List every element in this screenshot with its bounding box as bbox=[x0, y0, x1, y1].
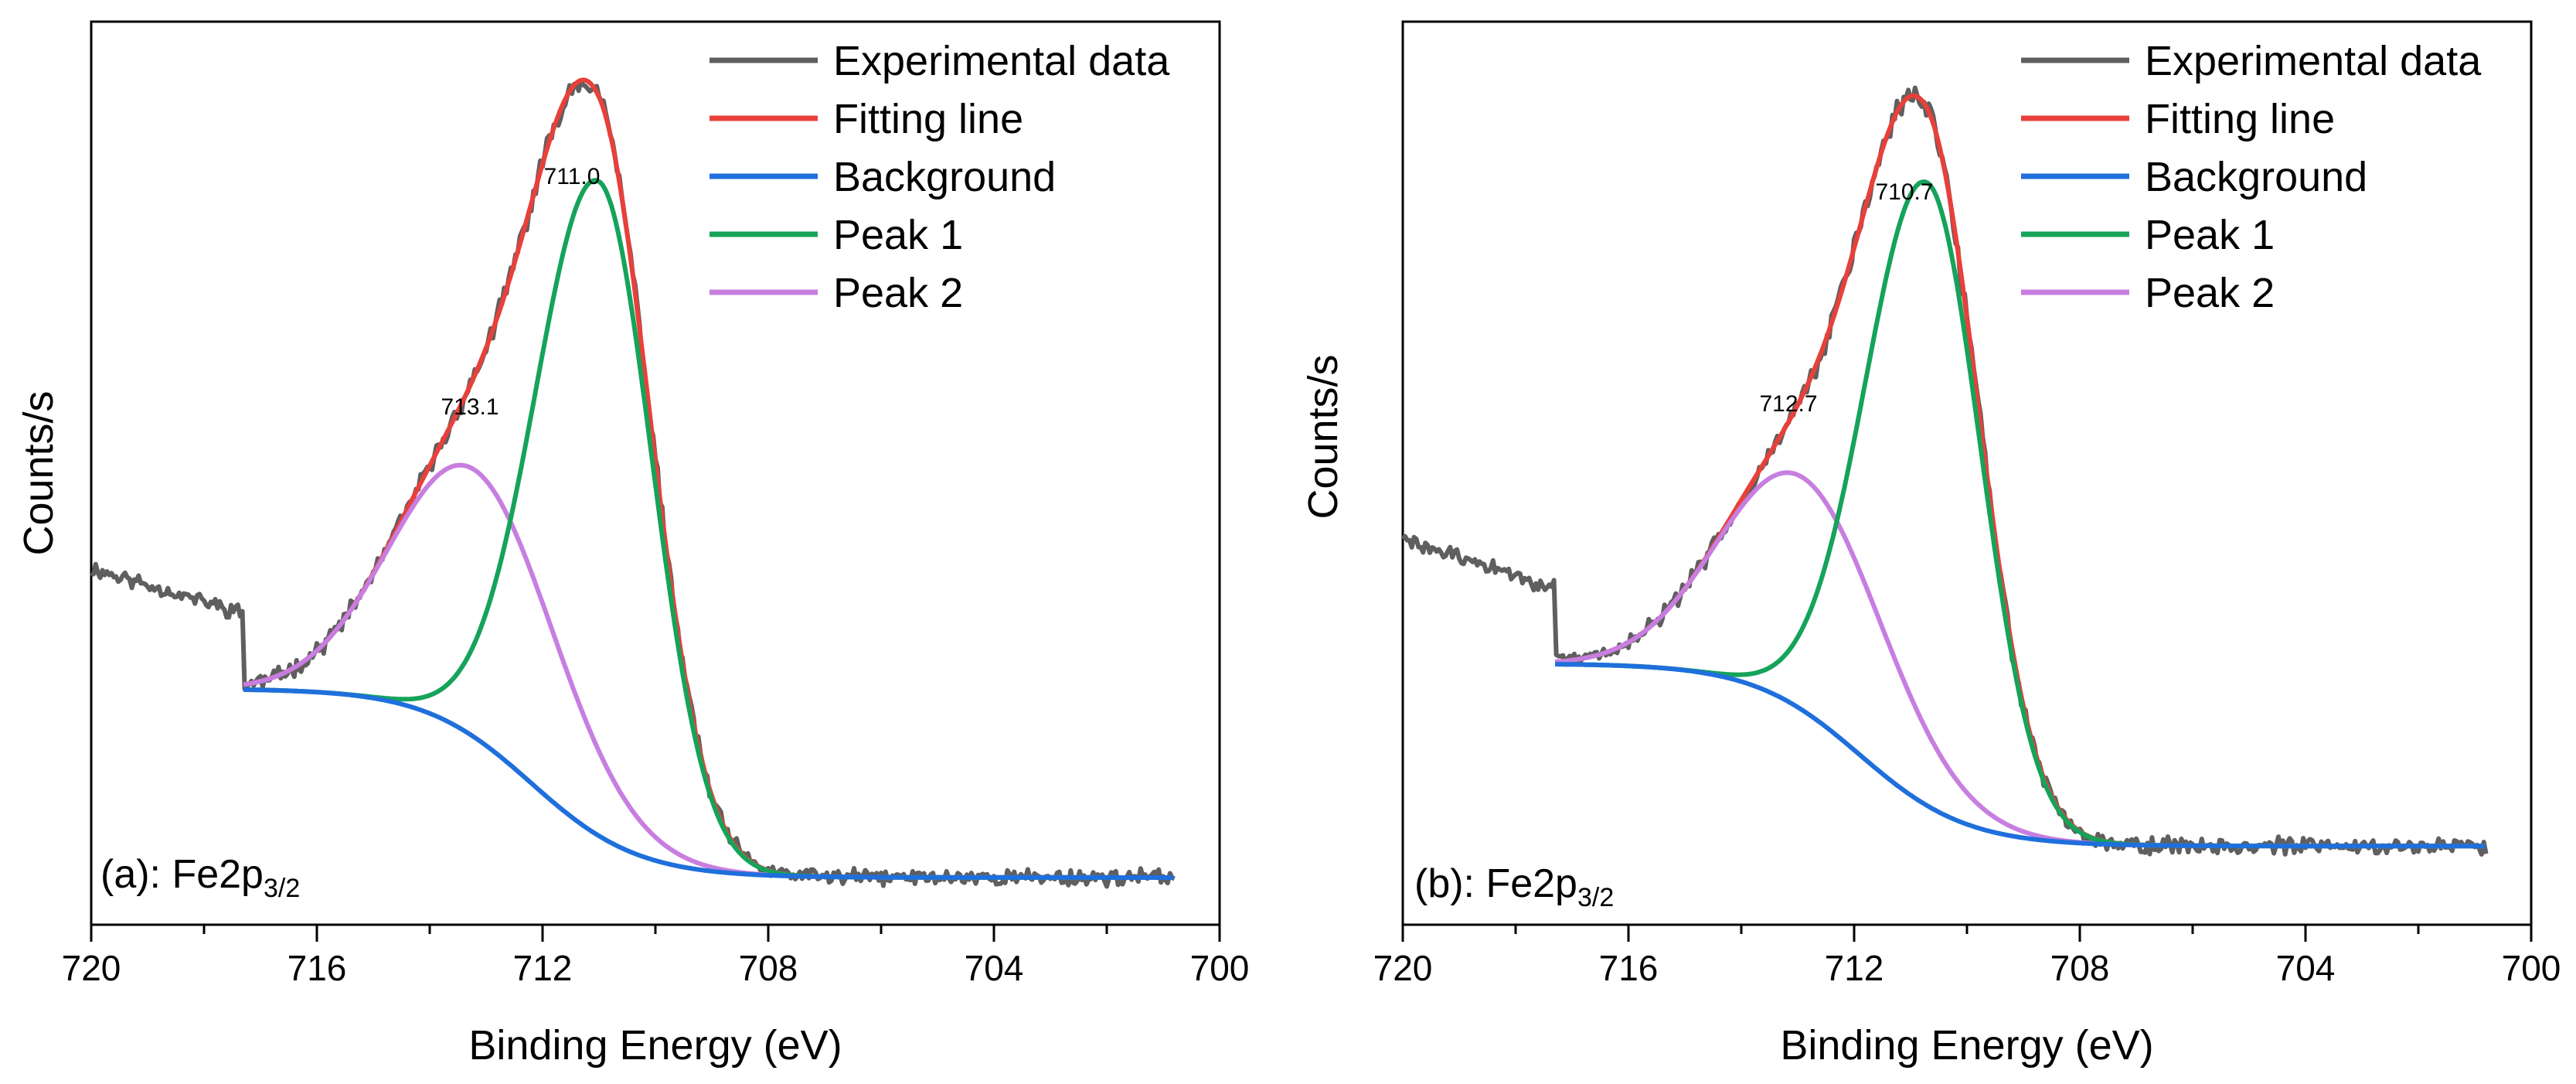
peak-label-a-2: 713.1 bbox=[441, 394, 499, 420]
panel-a: 720 716 712 708 704 700 Binding Energy (… bbox=[15, 20, 1250, 1069]
series-peak2-a bbox=[243, 462, 1174, 880]
x-tick-label-b-4: 704 bbox=[2276, 948, 2336, 988]
panel-label-b: (b): Fe2p3/2 bbox=[1414, 861, 1614, 912]
x-tick-label-b-1: 716 bbox=[1599, 948, 1659, 988]
series-background-a bbox=[243, 687, 1174, 880]
legend-label-b-peak2: Peak 2 bbox=[2145, 270, 2275, 316]
legend-label-a-experimental: Experimental data bbox=[833, 38, 1170, 84]
plot-area-b bbox=[1400, 85, 2489, 857]
series-experimental-a bbox=[90, 78, 1176, 889]
x-tick-label-a-4: 704 bbox=[965, 948, 1024, 988]
peak-label-a-1: 711.0 bbox=[544, 164, 601, 189]
legend-label-b-fitting: Fitting line bbox=[2145, 96, 2335, 142]
legend-label-a-peak2: Peak 2 bbox=[833, 270, 963, 316]
y-axis-title-b: Counts/s bbox=[1300, 354, 1346, 519]
x-tick-label-b-5: 700 bbox=[2502, 948, 2561, 988]
series-background-b bbox=[1555, 662, 2486, 849]
peak-label-b-2: 712.7 bbox=[1759, 391, 1817, 417]
plot-area-a bbox=[90, 77, 1176, 889]
panel-label-a-sub: 3/2 bbox=[264, 874, 300, 903]
series-peak1-b bbox=[1555, 179, 2486, 849]
x-tick-label-a-1: 716 bbox=[288, 948, 347, 988]
legend-label-a-fitting: Fitting line bbox=[833, 96, 1023, 142]
x-axis-title-b: Binding Energy (eV) bbox=[1780, 1022, 2153, 1069]
legend-label-a-peak1: Peak 1 bbox=[833, 212, 963, 258]
panel-label-a: (a): Fe2p3/2 bbox=[100, 852, 300, 903]
legend-label-a-background: Background bbox=[833, 154, 1056, 200]
panel-b: 720 716 712 708 704 700 Binding Energy (… bbox=[1300, 20, 2561, 1069]
y-axis-title-a: Counts/s bbox=[15, 390, 62, 555]
legend-label-b-background: Background bbox=[2145, 154, 2367, 200]
legend-a: Experimental data Fitting line Backgroun… bbox=[710, 38, 1170, 316]
series-peak1-a bbox=[243, 178, 1174, 880]
x-tick-label-b-2: 712 bbox=[1825, 948, 1884, 988]
legend-label-b-peak1: Peak 1 bbox=[2145, 212, 2275, 258]
legend-label-b-experimental: Experimental data bbox=[2145, 38, 2482, 84]
x-tick-label-a-2: 712 bbox=[513, 948, 573, 988]
x-tick-label-b-3: 708 bbox=[2050, 948, 2110, 988]
panel-label-b-main: (b): Fe2p bbox=[1414, 861, 1577, 906]
x-ticks-b bbox=[1401, 925, 2533, 942]
series-fitting-line-b bbox=[1554, 93, 2486, 849]
legend-b: Experimental data Fitting line Backgroun… bbox=[2021, 38, 2482, 316]
x-ticks-a bbox=[90, 925, 1221, 942]
x-axis-title-a: Binding Energy (eV) bbox=[468, 1022, 842, 1069]
panel-label-b-sub: 3/2 bbox=[1577, 883, 1614, 912]
x-tick-label-a-3: 708 bbox=[739, 948, 798, 988]
peak-label-b-1: 710.7 bbox=[1875, 179, 1933, 205]
x-tick-label-a-5: 700 bbox=[1190, 948, 1250, 988]
x-tick-label-b-0: 720 bbox=[1373, 948, 1433, 988]
x-tick-label-a-0: 720 bbox=[62, 948, 121, 988]
series-experimental-b bbox=[1400, 85, 2489, 857]
series-peak2-b bbox=[1554, 470, 2486, 849]
panel-label-a-main: (a): Fe2p bbox=[100, 852, 264, 897]
